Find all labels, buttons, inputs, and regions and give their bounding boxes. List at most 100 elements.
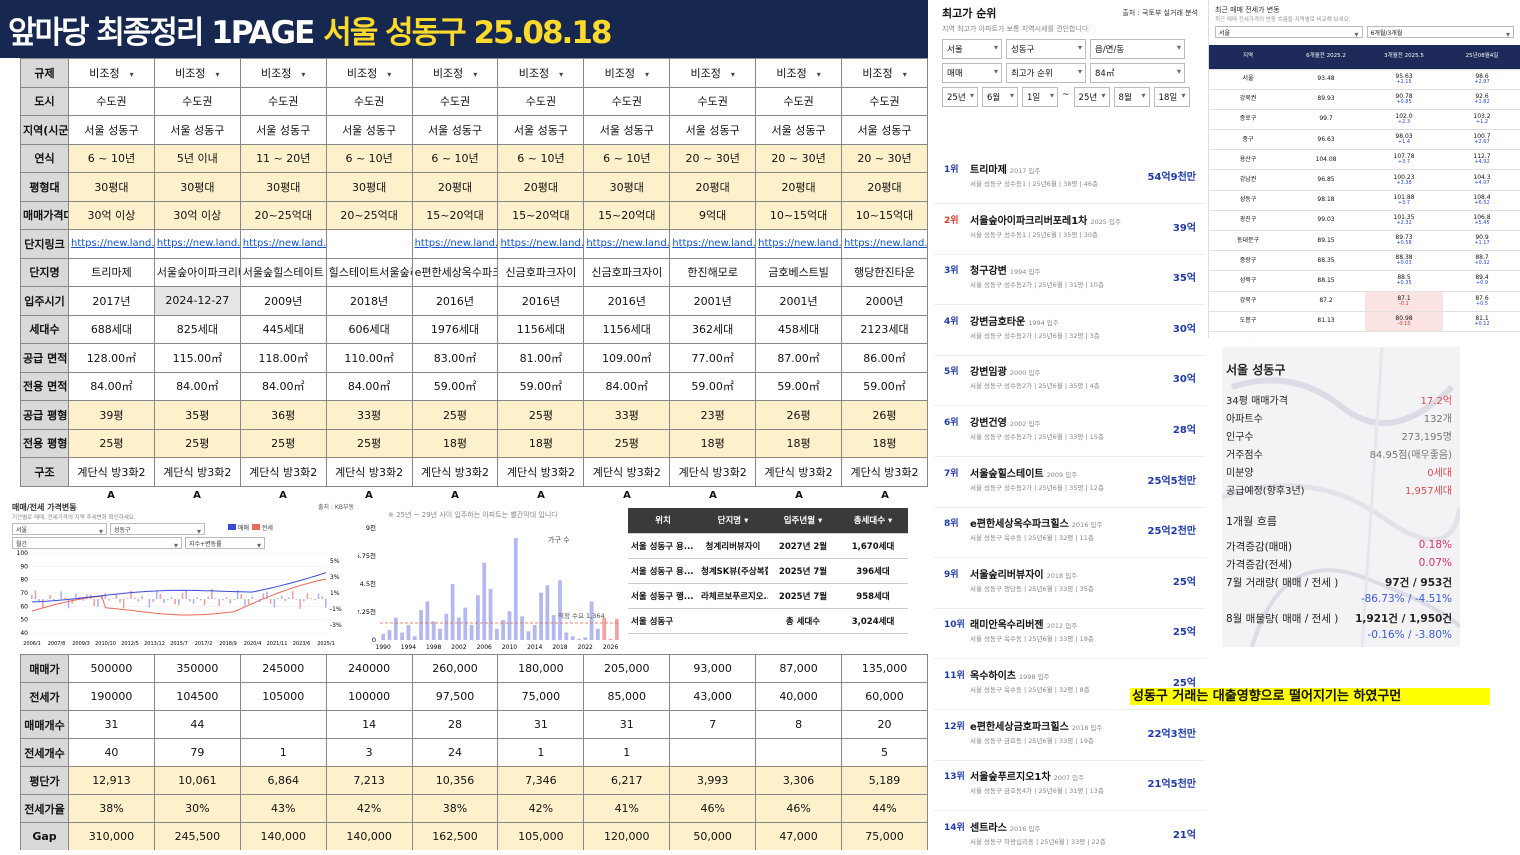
ranking-item[interactable]: 13위 서울숲푸르지오1차 2007 입주 서울 성동구 금호동4가 | 25년6월 … <box>934 763 1206 812</box>
period-select[interactable]: 월간 <box>12 537 182 550</box>
complex-link[interactable]: https://new.land.naver.com/complexes/110… <box>497 229 585 259</box>
ranking-item[interactable]: 4위 강변금호타운 1994 입주 서울 성동구 성수동2가 | 25년6월 | 32… <box>934 308 1206 356</box>
ranking-item[interactable]: 7위 서울숲힐스테이트 2009 입주 서울 성동구 성수동2가 | 25년6월 | … <box>934 460 1206 508</box>
ranking-filter-select[interactable]: 84㎡ <box>1090 63 1185 83</box>
complex-link[interactable] <box>325 229 413 259</box>
change-bar <box>291 591 294 599</box>
ranking-item[interactable]: 8위 e편한세상옥수파크힐스 2016 입주 서울 성동구 옥수동 | 25년6월 |… <box>934 510 1206 559</box>
sheet-cell: 93,000 <box>669 654 757 683</box>
ranking-item[interactable]: 3위 청구강변 1994 입주 서울 성동구 성수동2가 | 25년6월 | 31평 … <box>934 257 1206 306</box>
change-row[interactable]: 종로구 99.7 102.0 +2.3 103.2 +1.2 <box>1209 109 1520 131</box>
change-bar <box>34 590 37 599</box>
ranking-item[interactable]: 1위 트리마제 2017 입주 서울 성동구 성수동1 | 25년6월 | 38평 |… <box>934 156 1206 204</box>
filter-dropdown-icon[interactable]: ▾ <box>816 69 821 79</box>
complex-link[interactable]: https://new.land.naver.com/complexes/171… <box>153 229 241 259</box>
ranking-item[interactable]: 14위 센트라스 2016 입주 서울 성동구 하왕십리동 | 25년6월 | 33평… <box>934 814 1206 855</box>
change-row[interactable]: 용산구 104.08 107.78 +3.7 112.7 +4.92 <box>1209 149 1520 171</box>
sheet-cell: 500000 <box>68 654 155 683</box>
complex-link[interactable]: https://new.land.naver.com/complexes/108… <box>68 229 155 259</box>
complex-address: 서울 성동구 성수동2가 | 25년6월 | 35평 | 4층 <box>970 382 1100 391</box>
ranking-filter-select[interactable]: 성동구 <box>1006 39 1086 59</box>
city-select[interactable]: 서울 <box>12 523 107 536</box>
complex-link[interactable]: https://new.land.naver.com/complexes/873… <box>841 229 928 259</box>
filter-dropdown-icon[interactable]: ▾ <box>473 69 478 79</box>
complex-link[interactable]: https://new.land.naver.com/complexes/110… <box>583 229 671 259</box>
change-row[interactable]: 강남권 96.85 100.23 +3.38 104.3 +4.07 <box>1209 169 1520 191</box>
change-bar <box>159 593 162 599</box>
complex-link[interactable]: https://new.land.naver.com/complexes/854… <box>669 229 757 259</box>
ranking-filter-select[interactable]: 서울 <box>942 39 1002 59</box>
sheet-cell: 2000년 <box>841 286 928 316</box>
change-row[interactable]: 중랑구 88.35 88.38 +0.03 88.7 +0.32 <box>1209 250 1520 272</box>
supply-header-cell[interactable]: 총세대수 ▾ <box>838 508 908 534</box>
change-row[interactable]: 서울 93.48 95.63 +2.15 98.6 +2.97 <box>1209 69 1520 90</box>
change-row[interactable]: 동대문구 89.15 89.73 +0.58 90.9 +1.17 <box>1209 230 1520 252</box>
ranking-item[interactable]: 12위 e편한세상금호파크힐스 2018 입주 서울 성동구 금호동 | 25년6월 … <box>934 713 1206 761</box>
change-row[interactable]: 강북구 87.2 87.1 -0.1 87.6 +0.5 <box>1209 291 1520 312</box>
date-filter-select[interactable]: 8월 <box>1113 87 1150 107</box>
flow-value: -0.16% / -3.80% <box>1367 629 1452 641</box>
date-filter-select[interactable]: 6월 <box>982 87 1018 107</box>
date-filter-select[interactable]: 1일 <box>1022 87 1058 107</box>
ranking-item[interactable]: 2위 서울숲아이파크리버포레1차 2025 입주 서울 성동구 성수동1 | 25년6… <box>934 207 1206 255</box>
change-bar <box>251 596 254 599</box>
complex-link[interactable]: https://new.land.naver.com/complexes/274… <box>239 229 327 259</box>
sheet-cell: 135,000 <box>841 654 928 683</box>
supply-cell: 2027년 2월 <box>768 533 838 559</box>
ranking-filter-select[interactable]: 읍/면/동 <box>1090 39 1185 59</box>
change-row[interactable]: 광진구 99.03 101.35 +2.32 106.8 +5.45 <box>1209 210 1520 232</box>
date-filter-select[interactable]: 18일 <box>1153 87 1190 107</box>
index-select[interactable]: 지수+변동률 <box>185 537 265 550</box>
ranking-item[interactable]: 11위 옥수하이츠 1998 입주 서울 성동구 옥수동 | 25년6월 | 32평 … <box>934 662 1206 710</box>
y2-tick-label: 5% <box>330 558 340 565</box>
supply-header-cell[interactable]: 위치 <box>628 508 698 534</box>
change-period-select[interactable]: 6개월/3개월 <box>1366 26 1514 39</box>
change-bar <box>108 599 110 601</box>
x-tick-label: 1998 <box>426 644 441 651</box>
ranking-item[interactable]: 5위 강변임광 2000 입주 서울 성동구 성수동2가 | 25년6월 | 35평 … <box>934 358 1206 407</box>
ranking-filter-select[interactable]: 최고가 순위 <box>1006 63 1086 83</box>
change-row[interactable]: 강북권 89.93 90.78 +0.85 92.6 +1.82 <box>1209 89 1520 110</box>
ranking-item[interactable]: 9위 서울숲리버뷰자이 2018 입주 서울 성동구 행당동 | 25년6월 | 33… <box>934 561 1206 609</box>
change-row[interactable]: 중구 96.63 98.03 +1.4 100.7 +2.67 <box>1209 129 1520 151</box>
filter-dropdown-icon[interactable]: ▾ <box>129 69 134 79</box>
sheet-cell: 1156세대 <box>583 314 671 344</box>
change-row[interactable]: 노원구82.782.5583.1 <box>1209 331 1520 338</box>
sheet-cell: 31 <box>497 710 585 739</box>
price-chart-title: 매매/전세 가격변동 <box>12 503 77 512</box>
move-in-bar <box>400 632 404 640</box>
filter-dropdown-icon[interactable]: ▾ <box>730 69 735 79</box>
complex-link[interactable]: https://new.land.naver.com/complexes/263… <box>755 229 843 259</box>
change-region-select[interactable]: 서울 <box>1215 26 1363 39</box>
change-bar <box>185 590 187 599</box>
sheet-cell: 8 <box>755 710 843 739</box>
change-row[interactable]: 성북구 88.15 88.5 +0.35 89.4 +0.9 <box>1209 270 1520 292</box>
filter-dropdown-icon[interactable]: ▾ <box>559 69 564 79</box>
filter-dropdown-icon[interactable]: ▾ <box>301 69 306 79</box>
sheet-cell: 2001년 <box>755 286 843 316</box>
filter-dropdown-icon[interactable]: ▾ <box>215 69 220 79</box>
ranking-filter-select[interactable]: 매매 <box>942 63 1002 83</box>
supply-header-cell[interactable]: 단지명 ▾ <box>698 508 768 534</box>
filter-dropdown-icon[interactable]: ▾ <box>387 69 392 79</box>
filter-dropdown-icon[interactable]: ▾ <box>902 69 907 79</box>
gu-select[interactable]: 성동구 <box>110 523 205 536</box>
sheet-cell: 6,864 <box>239 766 327 795</box>
complex-link[interactable]: https://new.land.naver.com/complexes/118… <box>411 229 499 259</box>
delta-now: +2.67 <box>1474 139 1490 146</box>
filter-dropdown-icon[interactable]: ▾ <box>644 69 649 79</box>
date-filter-select[interactable]: 25년 <box>942 87 978 107</box>
sheet-cell: 75,000 <box>497 682 585 711</box>
move-in-bar <box>381 633 386 640</box>
ranking-item[interactable]: 6위 강변건영 2002 입주 서울 성동구 성수동2가 | 25년6월 | 33평 … <box>934 409 1206 457</box>
row-header: 규제 <box>20 58 69 88</box>
ranking-item[interactable]: 10위 래미안옥수리버젠 2012 입주 서울 성동구 옥수동 | 25년6월 | 3… <box>934 611 1206 660</box>
date-filter-select[interactable]: 25년 <box>1073 87 1110 107</box>
move-in-bar <box>507 611 512 640</box>
change-row[interactable]: 성동구 98.18 101.88 +3.7 108.4 +6.52 <box>1209 190 1520 211</box>
move-in-bar <box>570 636 575 640</box>
change-row[interactable]: 도봉구 81.13 80.98 -0.15 81.1 +0.12 <box>1209 311 1520 332</box>
supply-header-cell[interactable]: 입주년월 ▾ <box>768 508 838 534</box>
change-bar <box>126 598 129 599</box>
complex-name: 강변건영 2002 입주 <box>970 414 1040 429</box>
